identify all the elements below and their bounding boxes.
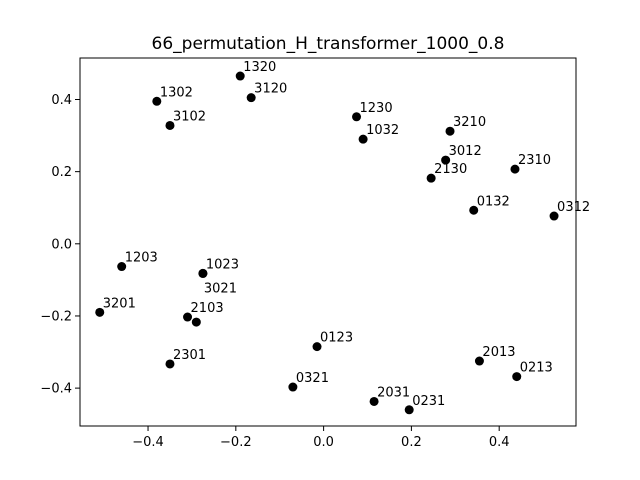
point-label: 2013 — [482, 345, 515, 360]
point-label: 1302 — [160, 85, 193, 100]
point-label: 3012 — [449, 144, 482, 159]
data-point — [198, 268, 208, 278]
data-point — [358, 134, 368, 144]
point-label: 0123 — [320, 331, 353, 346]
data-point — [352, 112, 362, 122]
data-point — [441, 155, 451, 165]
y-tick-label: −0.4 — [40, 382, 72, 397]
data-point — [117, 262, 127, 272]
data-point — [512, 372, 522, 382]
point-label: 1320 — [243, 60, 276, 75]
point-label: 3120 — [254, 82, 287, 97]
point-label: 0213 — [520, 361, 553, 376]
point-label: 1230 — [360, 101, 393, 116]
data-point — [445, 126, 455, 136]
data-point — [235, 71, 245, 81]
x-tick-label: −0.2 — [220, 435, 252, 450]
point-label: 2301 — [173, 348, 206, 363]
x-axis: −0.4 −0.2 0.0 0.2 0.4 — [132, 426, 510, 450]
data-point — [404, 405, 414, 415]
x-tick-label: 0.4 — [489, 435, 510, 450]
data-point — [165, 359, 175, 369]
data-point — [152, 96, 162, 106]
plot-area-frame — [79, 57, 577, 427]
data-point — [312, 342, 322, 352]
point-label: 0312 — [557, 200, 590, 215]
point-label: 3021 — [204, 281, 237, 296]
data-point — [469, 205, 479, 215]
y-tick-label: 0.0 — [51, 237, 72, 252]
data-point — [246, 93, 256, 103]
data-point — [191, 317, 201, 327]
x-tick-label: 0.2 — [401, 435, 422, 450]
y-tick-label: 0.4 — [51, 93, 72, 108]
data-point — [474, 356, 484, 366]
y-tick-label: 0.2 — [51, 165, 72, 180]
chart-title: 66_permutation_H_transformer_1000_0.8 — [152, 34, 505, 54]
point-label: 2130 — [434, 162, 467, 177]
point-label: 1032 — [366, 123, 399, 138]
point-label: 2310 — [518, 153, 551, 168]
data-points — [95, 71, 559, 415]
data-point — [165, 120, 175, 130]
data-point — [288, 382, 298, 392]
point-label: 3210 — [453, 115, 486, 130]
data-point — [95, 307, 105, 317]
point-label: 2031 — [377, 385, 410, 400]
y-axis: −0.4 −0.2 0.0 0.2 0.4 — [40, 93, 80, 397]
point-label: 0132 — [477, 194, 510, 209]
data-point — [426, 173, 436, 183]
data-point — [369, 396, 379, 406]
data-point — [510, 164, 520, 174]
y-tick-label: −0.2 — [40, 309, 72, 324]
x-tick-label: −0.4 — [132, 435, 164, 450]
x-tick-label: 0.0 — [313, 435, 334, 450]
data-point — [183, 312, 193, 322]
point-label: 2103 — [191, 301, 224, 316]
point-label: 1203 — [125, 251, 158, 266]
point-label: 1023 — [206, 257, 239, 272]
point-label: 3102 — [173, 109, 206, 124]
data-point — [549, 211, 559, 221]
point-label: 0321 — [296, 371, 329, 386]
point-labels: 1320 1302 3120 3102 1230 1032 3210 3012 2310 2130… — [103, 60, 590, 409]
point-label: 0231 — [412, 394, 445, 409]
point-label: 3201 — [103, 296, 136, 311]
